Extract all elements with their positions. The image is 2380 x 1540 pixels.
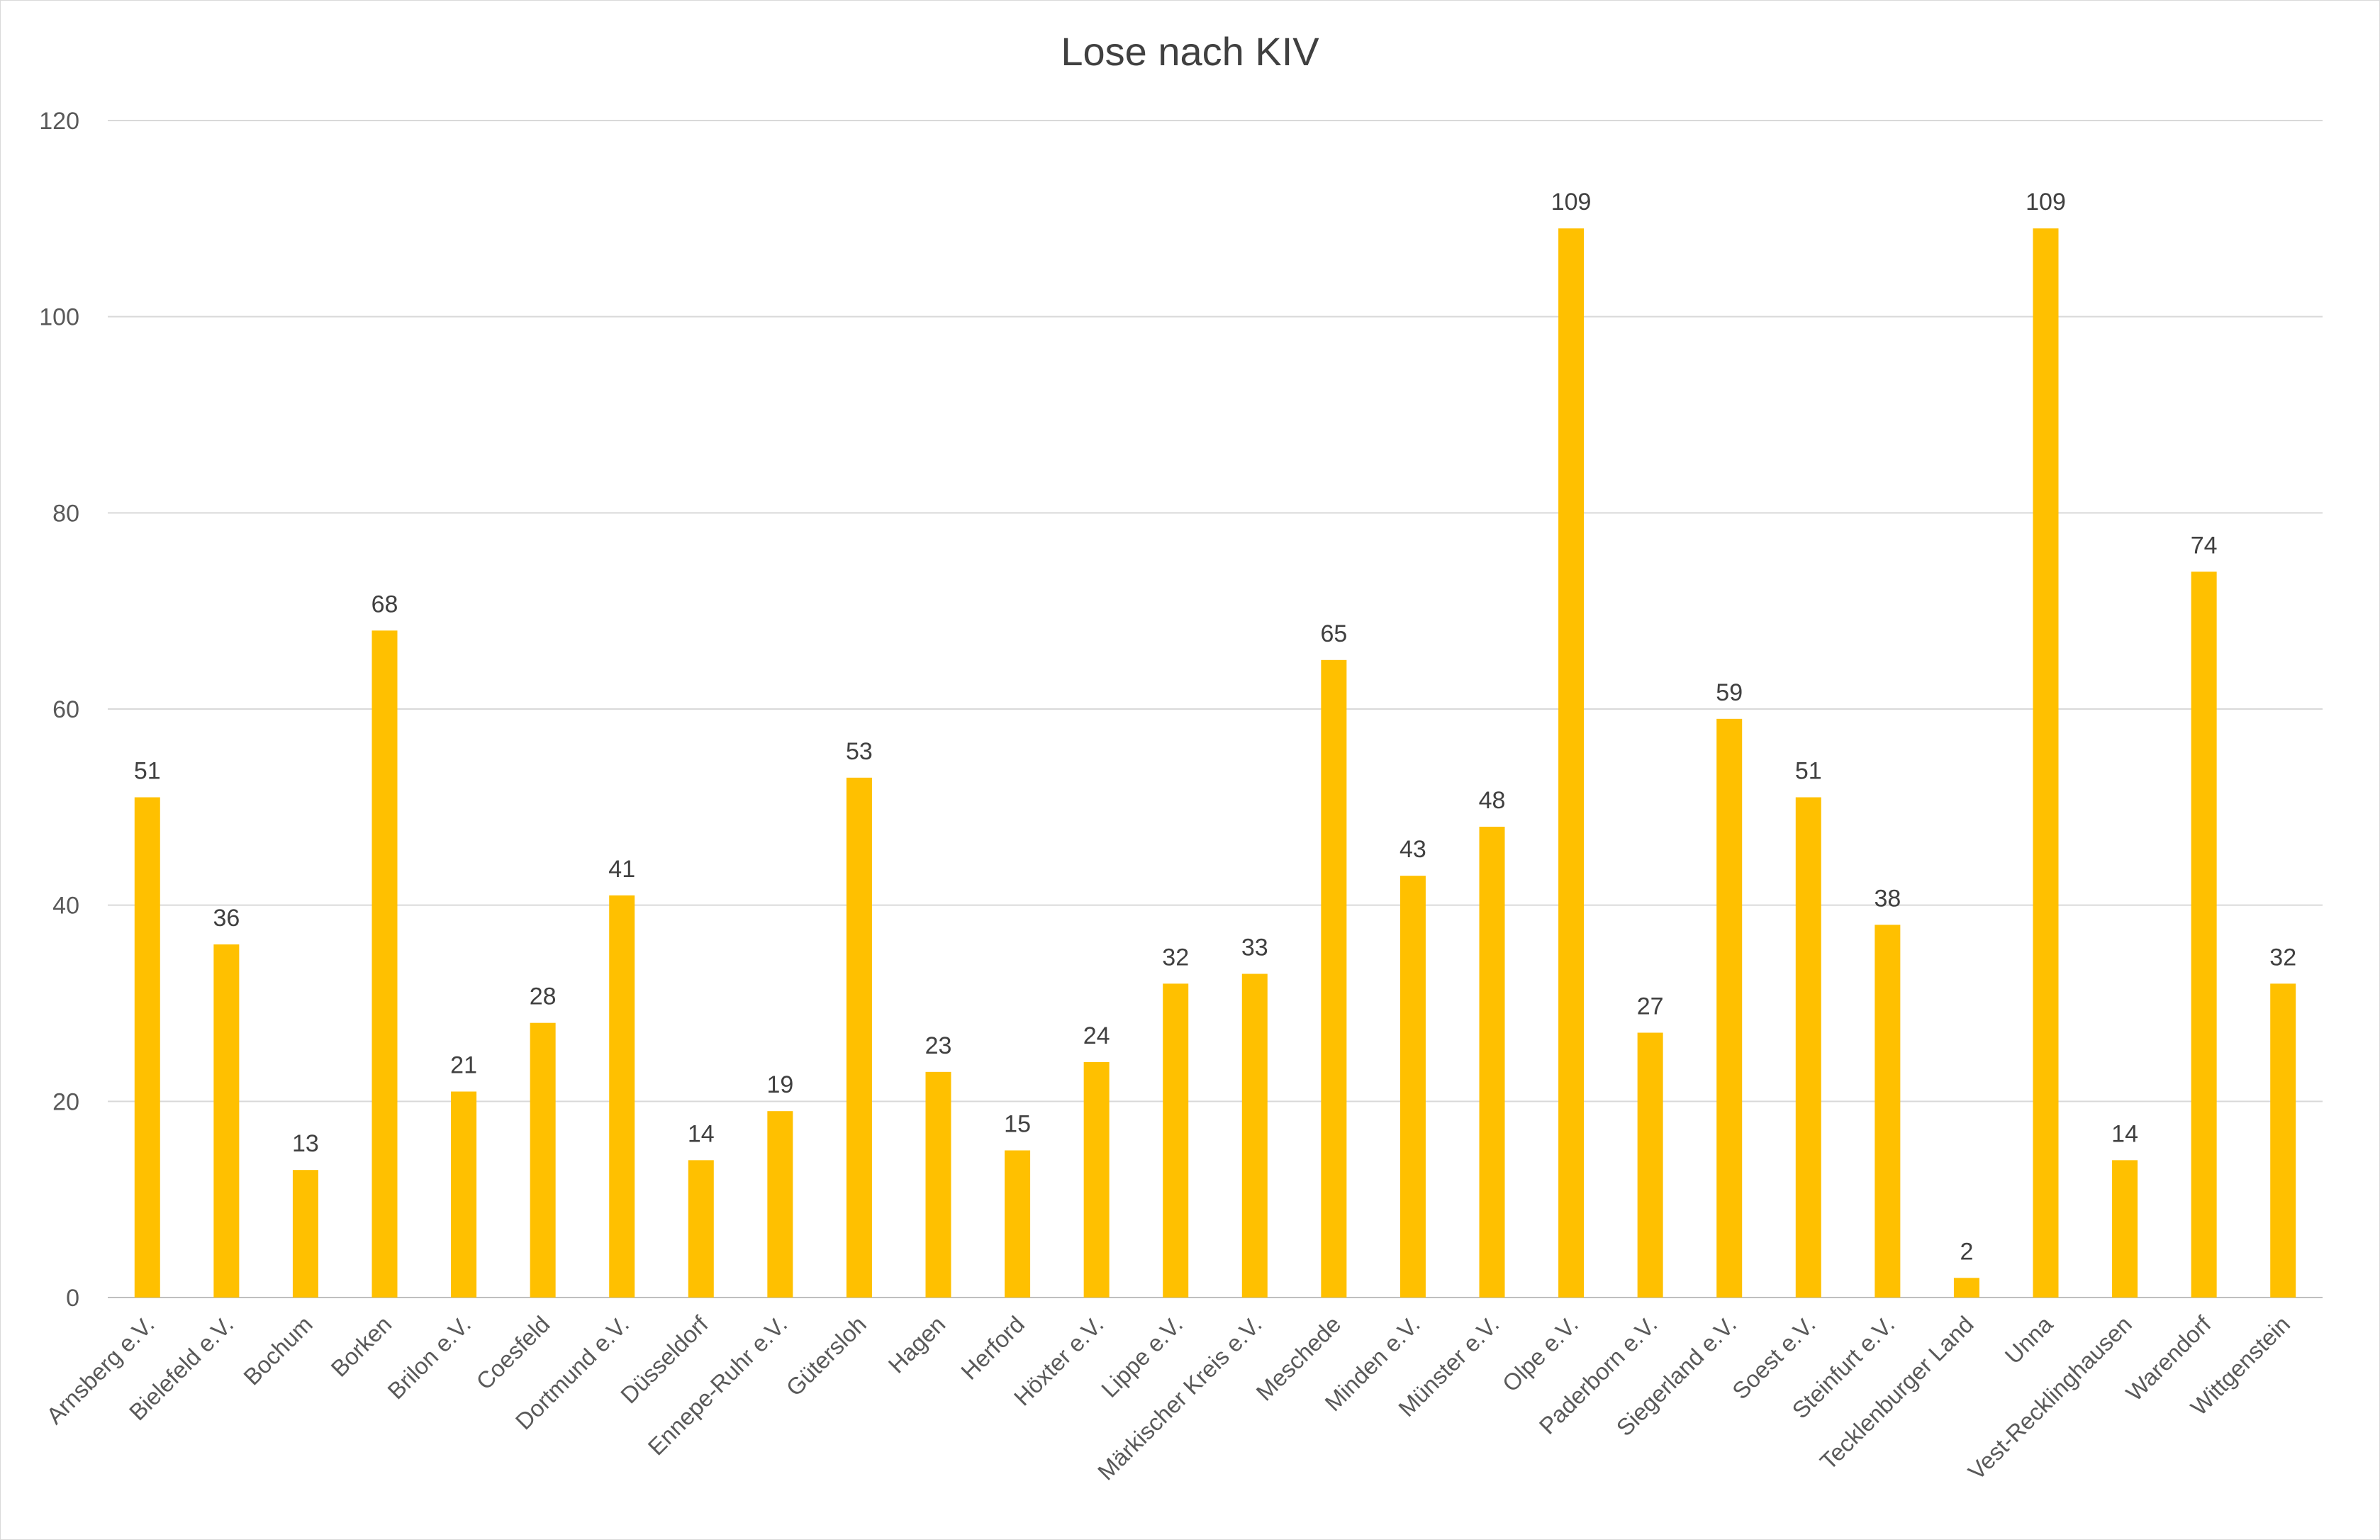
data-label: 13 <box>292 1130 319 1157</box>
data-label: 43 <box>1399 836 1426 863</box>
data-label: 33 <box>1241 934 1268 961</box>
bar <box>1875 925 1901 1298</box>
data-label: 74 <box>2191 532 2218 559</box>
data-label: 59 <box>1716 679 1743 706</box>
y-tick-label: 100 <box>39 304 79 331</box>
x-tick-label: Brilon e.V. <box>382 1311 476 1405</box>
bar <box>530 1022 556 1298</box>
data-label: 109 <box>1551 189 1592 216</box>
y-tick-label: 80 <box>52 500 79 527</box>
y-tick-label: 120 <box>39 108 79 135</box>
data-labels: 51 36 13 68 21 28 41 14 19 53 23 15 24 32 33 65 43 48 109 2… <box>134 189 2296 1265</box>
data-label: 48 <box>1479 787 1506 814</box>
data-label: 24 <box>1083 1022 1110 1049</box>
data-label: 32 <box>2269 944 2296 971</box>
bar <box>688 1160 714 1298</box>
data-label: 14 <box>2111 1120 2138 1147</box>
bar <box>767 1111 793 1298</box>
x-tick-label: Coesfeld <box>471 1311 554 1395</box>
x-tick-label: Bochum <box>238 1311 318 1390</box>
bar <box>2191 571 2217 1298</box>
x-tick-label: Unna <box>2000 1310 2058 1368</box>
bar <box>213 944 240 1298</box>
bar <box>1005 1150 1031 1298</box>
bar <box>1637 1032 1663 1298</box>
x-tick-label: Hagen <box>883 1311 951 1378</box>
bar <box>609 895 635 1298</box>
data-label: 68 <box>371 591 398 618</box>
bar <box>2033 228 2059 1298</box>
bar <box>134 797 160 1298</box>
bar <box>2112 1160 2138 1298</box>
chart-title: Lose nach KIV <box>1061 29 1319 74</box>
x-tick-label: Gütersloh <box>781 1311 871 1401</box>
y-tick-label: 40 <box>52 893 79 920</box>
data-label: 23 <box>925 1032 952 1059</box>
data-label: 51 <box>134 758 161 785</box>
y-tick-label: 60 <box>52 696 79 723</box>
bar <box>1953 1278 1979 1298</box>
data-label: 53 <box>846 738 873 765</box>
gridlines <box>108 120 2323 1298</box>
bar <box>371 630 398 1298</box>
data-label: 19 <box>766 1071 793 1098</box>
bar <box>846 777 872 1298</box>
data-label: 41 <box>608 856 635 883</box>
data-label: 36 <box>213 905 240 932</box>
x-tick-label: Tecklenburger Land <box>1815 1311 1979 1475</box>
data-label: 109 <box>2026 189 2066 216</box>
bar <box>1163 983 1189 1298</box>
y-tick-label: 0 <box>66 1285 79 1312</box>
data-label: 28 <box>530 983 557 1010</box>
bar <box>292 1170 318 1298</box>
bar <box>1716 718 1743 1298</box>
x-tick-label: Ennepe-Ruhr e.V. <box>642 1311 792 1461</box>
bars <box>134 228 2296 1298</box>
y-axis-ticks: 0 20 40 60 80 100 120 <box>39 108 79 1312</box>
y-tick-label: 20 <box>52 1088 79 1115</box>
bar <box>1241 973 1268 1298</box>
bar <box>1399 876 1426 1298</box>
bar <box>1321 659 1347 1298</box>
data-label: 51 <box>1795 758 1822 785</box>
bar <box>1479 827 1505 1298</box>
data-label: 27 <box>1637 993 1664 1020</box>
x-tick-label: Borken <box>325 1311 396 1382</box>
bar <box>1083 1062 1110 1298</box>
bar <box>1558 228 1585 1298</box>
x-axis-ticks: Arnsberg e.V.Bielefeld e.V. Bochum BorkenB… <box>41 1310 2295 1485</box>
bar <box>451 1091 477 1298</box>
data-label: 65 <box>1320 620 1347 647</box>
bar <box>2270 983 2296 1298</box>
data-label: 38 <box>1874 885 1901 912</box>
data-label: 2 <box>1960 1238 1973 1265</box>
bar <box>1795 797 1821 1298</box>
data-label: 15 <box>1004 1111 1031 1138</box>
data-label: 32 <box>1162 944 1189 971</box>
data-label: 21 <box>450 1052 477 1079</box>
x-tick-label: Herford <box>956 1311 1029 1385</box>
data-label: 14 <box>688 1120 715 1147</box>
bar <box>925 1071 951 1298</box>
